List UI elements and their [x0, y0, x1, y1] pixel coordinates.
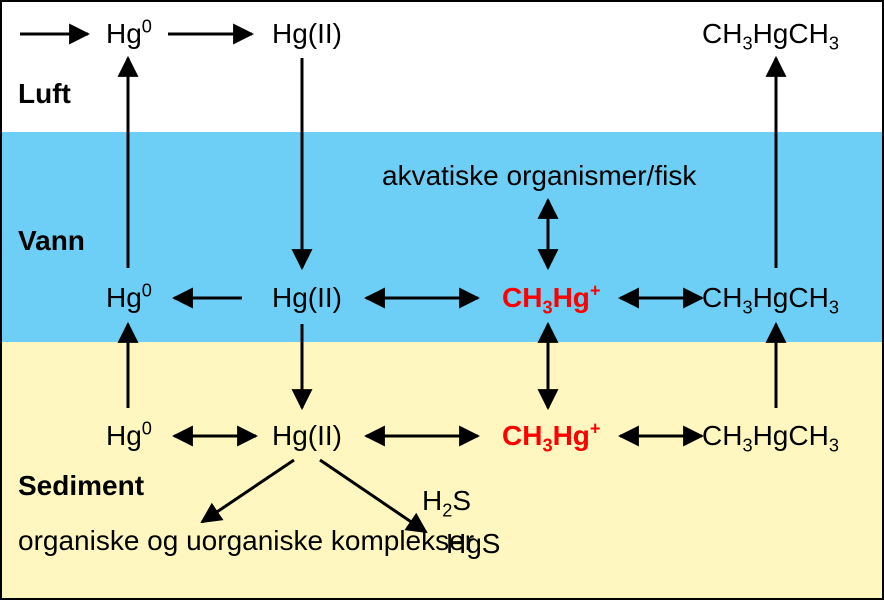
complexes-label: organiske og uorganiske komplekser: [18, 527, 474, 555]
diagram-frame: Luft Vann Sediment Hg0 Hg(II) CH3HgCH3 H…: [0, 0, 884, 600]
species-air-dmhg: CH3HgCH3: [702, 20, 839, 48]
species-water-mehg: CH3Hg+: [502, 284, 601, 312]
aquatic-organisms-label: akvatiske organismer/fisk: [382, 162, 696, 190]
species-sed-dmhg: CH3HgCH3: [702, 422, 839, 450]
species-sed-hg2: Hg(II): [272, 422, 342, 450]
arrow-17: [320, 460, 426, 532]
species-air-hg2: Hg(II): [272, 20, 342, 48]
sediment-label: Sediment: [18, 472, 144, 500]
species-water-dmhg: CH3HgCH3: [702, 284, 839, 312]
arrow-16: [202, 460, 294, 522]
species-water-hg0: Hg0: [106, 284, 152, 312]
species-air-hg0: Hg0: [106, 20, 152, 48]
species-water-hg2: Hg(II): [272, 284, 342, 312]
species-h2s: H2S: [422, 487, 471, 515]
water-label: Vann: [18, 227, 85, 255]
species-sed-hg0: Hg0: [106, 422, 152, 450]
air-label: Luft: [18, 80, 71, 108]
species-sed-mehg: CH3Hg+: [502, 422, 601, 450]
